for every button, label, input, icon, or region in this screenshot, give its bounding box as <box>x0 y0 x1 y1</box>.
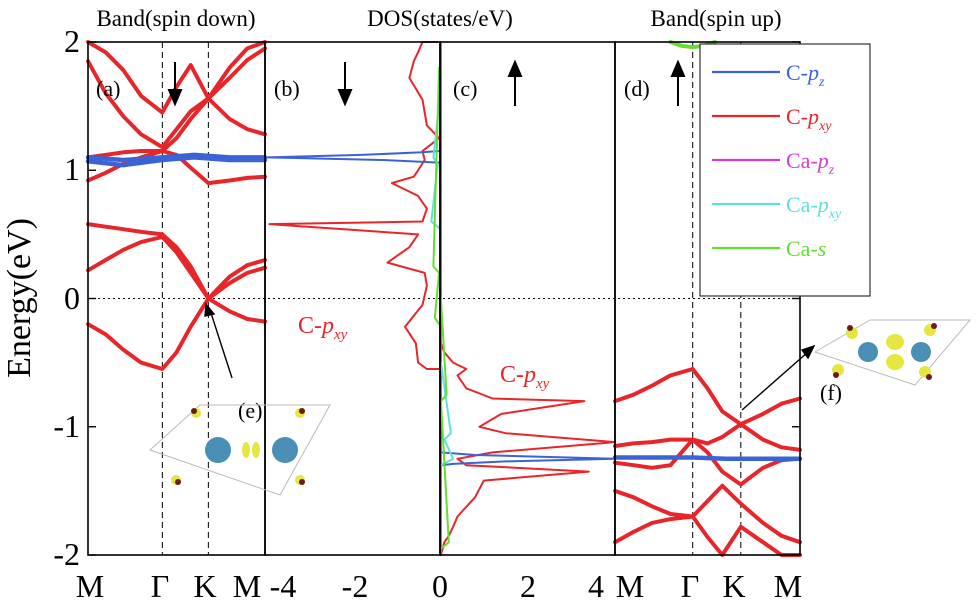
spin-down-arrow-icon <box>337 62 353 107</box>
panel-label-b: (b) <box>274 76 300 101</box>
series-line <box>85 155 268 168</box>
legend-box <box>699 43 871 297</box>
inset-f-lobe <box>886 334 904 350</box>
series-line <box>612 455 803 462</box>
x-tick-label-k: K <box>193 568 216 604</box>
panel-label-c: (c) <box>453 76 477 101</box>
x-tick-label-dos: 4 <box>588 568 604 604</box>
inset-e-charge-density <box>149 404 331 496</box>
inset-e-atom <box>299 479 305 485</box>
series-line <box>86 96 267 160</box>
series-line <box>432 66 441 326</box>
series-line <box>86 40 267 115</box>
x-tick-label-m: M <box>774 568 802 604</box>
inset-e-lobe <box>242 442 250 458</box>
series-line <box>86 222 267 301</box>
series-line <box>85 152 268 163</box>
y-tick-label: 0 <box>64 280 80 316</box>
inset-e-atom <box>191 408 197 414</box>
x-tick-label-dos: -2 <box>342 568 369 604</box>
annotation-c-pxy-right: C-pxy <box>500 362 550 392</box>
y-tick-label: 1 <box>64 151 80 187</box>
panel-label-a: (a) <box>96 76 120 101</box>
inset-e-atom <box>205 437 231 463</box>
inset-f-charge-density <box>813 319 972 386</box>
y-tick-label: 2 <box>64 23 80 59</box>
inset-pointers <box>204 302 816 411</box>
series-line <box>613 483 802 545</box>
x-tick-label-k: K <box>722 568 745 604</box>
spin-arrows <box>167 59 686 107</box>
spin-up-arrow-icon <box>670 59 686 106</box>
series-line <box>613 422 802 452</box>
x-tick-label-m: M <box>616 568 644 604</box>
series-line <box>439 451 616 467</box>
plot-area <box>85 40 803 557</box>
legend-label: C-pxy <box>786 104 832 134</box>
series-line <box>439 361 455 467</box>
inset-f-atom <box>847 325 853 331</box>
inset-e-lobe <box>252 442 260 458</box>
annotation-c-pxy-left: C-pxy <box>298 313 348 343</box>
series-line <box>266 150 441 164</box>
x-tick-label-dos: 0 <box>432 568 448 604</box>
band-spin-up-title: Band(spin up) <box>651 6 782 31</box>
series-line <box>613 437 802 487</box>
legend: C-pz C-pxy Ca-pz Ca-pxy Ca-s <box>699 43 871 297</box>
x-tick-label-dos: -4 <box>270 568 297 604</box>
panel-label-e: (e) <box>238 398 262 423</box>
inset-f-atom <box>931 323 937 329</box>
inset-f-atom <box>911 342 931 362</box>
legend-label: Ca-pxy <box>786 192 842 222</box>
inset-f-lobe <box>886 354 904 370</box>
panel-label-d: (d) <box>624 76 650 101</box>
legend-label: C-pz <box>786 60 825 90</box>
series-line <box>613 514 802 557</box>
series-line <box>86 296 267 371</box>
pointer-arrow-icon <box>741 344 816 411</box>
pointer-arrow-icon <box>204 302 233 379</box>
series-line <box>613 367 802 427</box>
dos-title: DOS(states/eV) <box>367 6 513 31</box>
inset-f-atom <box>926 374 932 380</box>
inset-f-atom <box>858 342 878 362</box>
series-line <box>439 297 450 550</box>
panel-label-f: (f) <box>820 380 842 405</box>
legend-label: Ca-pz <box>786 148 835 178</box>
inset-e-atom <box>175 479 181 485</box>
inset-e-atom <box>272 437 298 463</box>
series-line <box>268 41 441 370</box>
band-spin-down-title: Band(spin down) <box>96 6 255 31</box>
x-tick-label-gamma: Γ <box>681 568 700 604</box>
y-tick-label: -2 <box>53 536 80 572</box>
x-tick-label-m: M <box>76 568 104 604</box>
legend-label: Ca-s <box>786 236 826 261</box>
inset-f-atom <box>833 372 839 378</box>
spin-down-arrow-icon <box>167 62 183 107</box>
y-axis-label: Energy(eV) <box>1 218 38 378</box>
inset-e-atom <box>299 408 305 414</box>
series-line <box>86 40 267 150</box>
x-tick-label-m: M <box>233 568 261 604</box>
spin-up-arrow-icon <box>507 59 523 106</box>
y-tick-labels: 2 1 0 -1 -2 <box>53 23 80 572</box>
x-tick-label-dos: 2 <box>520 568 536 604</box>
series-line <box>86 234 267 301</box>
inset-e-cell <box>149 404 331 496</box>
legend-items: C-pz C-pxy Ca-pz Ca-pxy Ca-s <box>712 60 842 261</box>
x-tick-label-gamma: Γ <box>151 568 170 604</box>
y-tick-label: -1 <box>53 408 80 444</box>
